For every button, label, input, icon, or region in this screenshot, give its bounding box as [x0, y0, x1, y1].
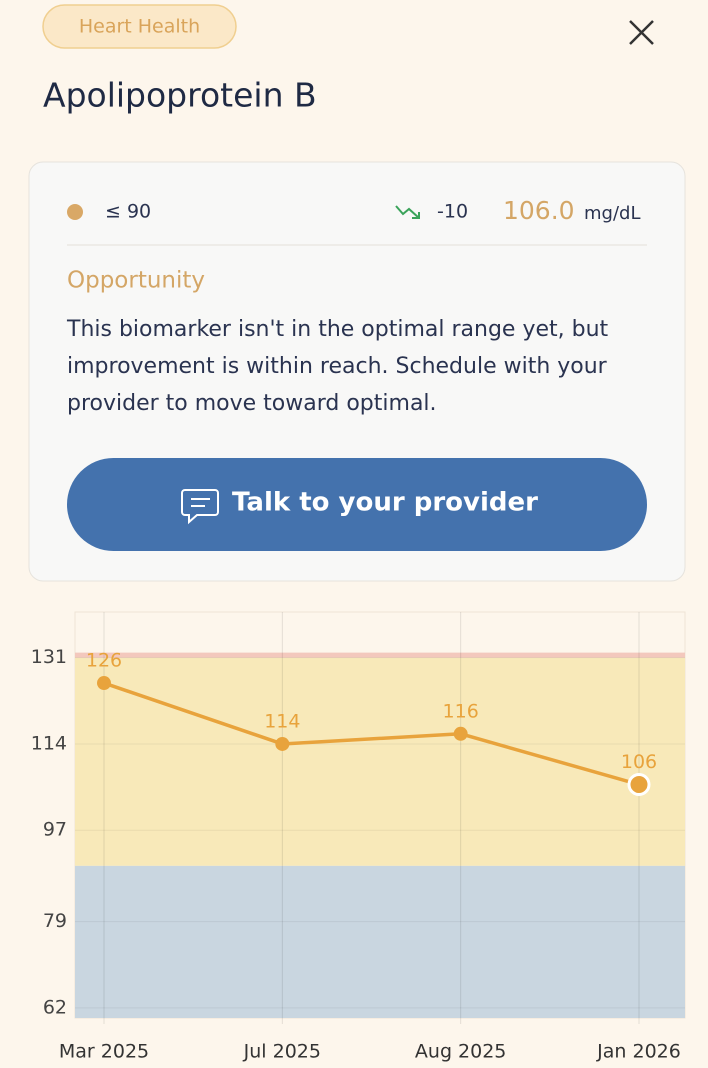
tag-label: Heart Health — [79, 16, 200, 38]
range-text: ≤ 90 — [105, 201, 151, 223]
series-line — [103, 681, 640, 787]
range-band — [75, 652, 685, 658]
trend-icon — [395, 205, 420, 219]
change-text: -10 — [437, 201, 468, 223]
tag-pill[interactable] — [42, 4, 237, 49]
range-dot — [67, 204, 83, 220]
page-title: Apolipoprotein B — [43, 76, 317, 115]
y-tick-label: 97 — [43, 819, 67, 841]
y-tick-label: 114 — [31, 732, 67, 754]
x-tick-label: Mar 2025 — [59, 1041, 149, 1063]
data-point — [627, 773, 651, 797]
current-value: 106.0 — [503, 196, 575, 225]
x-tick-label: Jul 2025 — [243, 1041, 321, 1063]
data-label: 126 — [86, 650, 122, 672]
range-band — [75, 865, 685, 1018]
chart: 62 79 97 114 131 Mar 2025 Jul 2025 Aug 2025 Jan … — [31, 611, 686, 1063]
x-tick-label: Aug 2025 — [415, 1041, 507, 1063]
status: Opportunity — [67, 268, 205, 294]
range-band — [75, 657, 685, 866]
talk-button[interactable] — [67, 458, 647, 551]
y-tick-label: 131 — [31, 646, 67, 668]
x-tick-label: Jan 2026 — [596, 1041, 681, 1063]
y-tick-label: 62 — [43, 996, 67, 1018]
data-label: 106 — [621, 751, 657, 773]
data-label: 116 — [443, 700, 479, 722]
chat-icon — [181, 489, 219, 525]
data-point — [97, 676, 111, 691]
data-point — [453, 726, 468, 741]
data-label: 114 — [264, 710, 300, 732]
button-label: Talk to your provider — [232, 488, 538, 518]
data-point — [275, 736, 290, 751]
message: This biomarker isn't in the optimal rang… — [67, 317, 609, 416]
close-button[interactable] — [629, 20, 654, 45]
y-tick-label: 79 — [43, 910, 67, 932]
unit: mg/dL — [584, 203, 640, 224]
